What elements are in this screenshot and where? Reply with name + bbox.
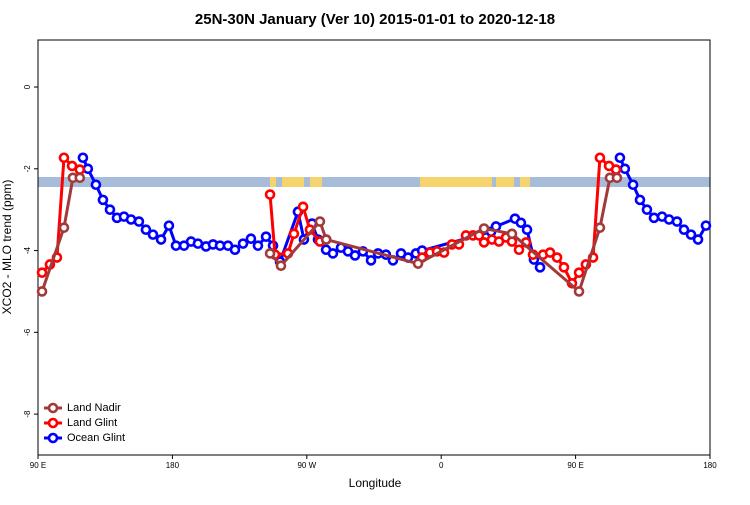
data-point xyxy=(558,262,570,273)
data-point xyxy=(264,248,276,259)
data-point xyxy=(297,201,309,213)
data-point xyxy=(58,222,70,233)
y-tick-label: 0 xyxy=(23,84,32,89)
legend-marker xyxy=(47,402,59,414)
data-point xyxy=(36,286,48,297)
data-point xyxy=(365,255,377,266)
data-point xyxy=(133,216,145,227)
data-point xyxy=(314,216,326,227)
x-tick-label: 180 xyxy=(703,461,717,470)
data-point xyxy=(320,234,332,245)
data-point xyxy=(678,224,690,236)
data-point xyxy=(521,224,533,236)
data-point xyxy=(245,233,257,245)
y-axis-label: XCO2 - MLO trend (ppm) xyxy=(0,180,14,315)
x-tick-label: 0 xyxy=(439,461,444,470)
data-point xyxy=(275,260,287,271)
data-point xyxy=(237,238,249,249)
data-point xyxy=(573,267,585,278)
x-tick-label: 90 E xyxy=(30,461,46,470)
land-strip xyxy=(496,177,514,187)
data-point xyxy=(513,244,525,256)
x-axis-label: Longitude xyxy=(349,476,402,490)
data-point xyxy=(229,244,241,256)
data-point xyxy=(77,152,89,164)
land-strip xyxy=(310,177,322,187)
data-point xyxy=(685,229,697,240)
y-tick-label: -2 xyxy=(23,165,32,173)
land-strip xyxy=(520,177,530,187)
chart-title: 25N-30N January (Ver 10) 2015-01-01 to 2… xyxy=(195,11,555,28)
data-point xyxy=(252,240,264,251)
data-point xyxy=(534,262,546,273)
data-point xyxy=(74,172,86,184)
data-point xyxy=(573,286,585,297)
data-point xyxy=(58,152,70,164)
land-strip xyxy=(420,177,492,187)
x-tick-label: 90 W xyxy=(297,461,316,470)
map-strip xyxy=(38,177,710,187)
data-point xyxy=(74,164,86,175)
data-point xyxy=(700,220,712,231)
y-tick-label: -6 xyxy=(23,328,32,336)
data-point xyxy=(515,217,527,229)
data-point xyxy=(288,228,300,240)
data-point xyxy=(627,179,639,191)
data-point xyxy=(412,258,424,269)
data-point xyxy=(594,152,606,164)
data-point xyxy=(163,220,175,231)
legend-marker xyxy=(47,417,59,429)
data-point xyxy=(634,194,646,206)
data-point xyxy=(90,179,102,191)
data-point xyxy=(614,152,626,164)
data-point xyxy=(671,216,683,227)
data-point xyxy=(619,163,631,175)
plot-frame xyxy=(37,39,711,456)
data-point xyxy=(140,224,152,236)
legend-marker xyxy=(47,432,59,444)
x-tick-label: 180 xyxy=(166,461,180,470)
data-point xyxy=(551,252,563,263)
data-point xyxy=(506,228,518,240)
data-point xyxy=(692,234,704,245)
data-point xyxy=(82,163,94,175)
y-tick-label: -4 xyxy=(23,246,32,254)
data-point xyxy=(641,204,653,215)
land-strip xyxy=(282,177,304,187)
data-point xyxy=(260,231,272,242)
data-point xyxy=(611,172,623,184)
land-strip xyxy=(270,177,276,187)
data-point xyxy=(594,222,606,233)
data-point xyxy=(610,164,622,175)
data-point xyxy=(264,189,276,200)
data-point xyxy=(478,223,490,234)
ocean-strip xyxy=(38,177,710,187)
data-point xyxy=(544,247,556,258)
data-point xyxy=(648,212,660,224)
data-point xyxy=(147,229,159,240)
data-point xyxy=(36,267,48,278)
y-tick-label: -8 xyxy=(23,410,32,418)
legend-label: Ocean Glint xyxy=(67,432,125,444)
data-point xyxy=(155,234,167,245)
x-tick-label: 90 E xyxy=(567,461,583,470)
legend-label: Land Glint xyxy=(67,417,117,429)
data-point xyxy=(327,248,339,259)
legend-label: Land Nadir xyxy=(67,402,121,414)
data-point xyxy=(349,250,361,261)
data-point xyxy=(97,194,109,206)
data-point xyxy=(104,204,116,215)
